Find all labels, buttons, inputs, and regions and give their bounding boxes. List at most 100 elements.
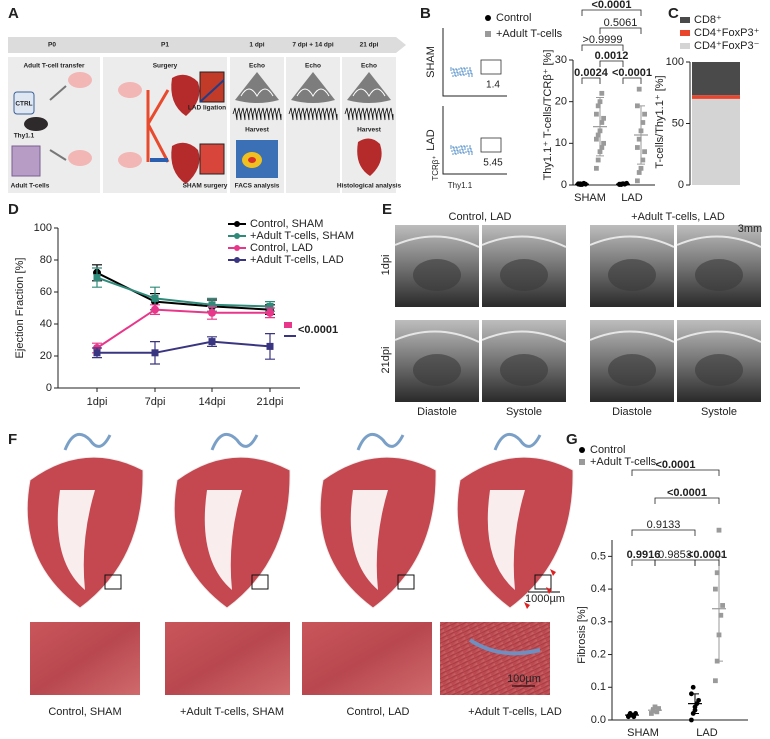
flow-event — [468, 75, 470, 77]
flow-event — [462, 71, 464, 73]
data-point — [599, 145, 605, 150]
data-point — [595, 103, 601, 109]
cells-image — [11, 145, 41, 177]
echo-fan — [235, 72, 279, 103]
flow-event — [457, 72, 459, 74]
flow-event — [467, 72, 469, 74]
annotation-marker — [284, 322, 292, 328]
flow-event — [454, 74, 456, 76]
legend-marker — [234, 257, 240, 263]
flow-event — [450, 145, 452, 147]
flow-event — [460, 145, 462, 147]
row-label: LAD — [425, 129, 437, 150]
legend-marker — [485, 15, 491, 21]
flow-event — [471, 151, 473, 153]
ventricle — [695, 259, 743, 291]
flow-event — [453, 69, 455, 71]
legend-marker — [234, 233, 240, 239]
data-point — [714, 570, 720, 576]
legend-marker — [579, 447, 585, 453]
column-label: Control, LAD — [347, 706, 410, 718]
data-point — [266, 342, 274, 350]
legend-label: Control, LAD — [250, 242, 313, 254]
flow-event — [458, 68, 460, 70]
y-tick-label: 0 — [561, 179, 567, 191]
flow-event — [460, 74, 462, 76]
significance-bracket — [581, 44, 624, 51]
significance-bracket — [631, 469, 720, 476]
bar-segment — [692, 98, 740, 185]
step-title: Adult T-cell transfer — [23, 63, 85, 70]
ventricle-lumen — [57, 490, 95, 590]
scale-label: 100µm — [507, 673, 541, 685]
data-point — [595, 157, 601, 163]
panel-letter: B — [420, 5, 431, 22]
ultrasound-contour — [589, 330, 675, 343]
flow-event — [452, 146, 454, 148]
ventricle — [413, 354, 461, 386]
ultrasound-contour — [481, 235, 567, 248]
x-tick-label: 7dpi — [145, 396, 166, 408]
flow-event — [457, 150, 459, 152]
x-tick-label: 1dpi — [87, 396, 108, 408]
arrowhead — [550, 569, 556, 576]
flow-event — [471, 73, 473, 75]
significance-bracket — [581, 77, 601, 84]
data-point — [642, 149, 647, 155]
tissue-image — [165, 622, 290, 695]
flow-event — [454, 72, 456, 74]
timeline-label: 7 dpi + 14 dpi — [292, 42, 334, 49]
mouse-label: Thy1.1 — [14, 133, 35, 140]
p-value: 0.9853 — [658, 549, 692, 561]
echo-fan — [347, 72, 391, 103]
flow-event — [453, 147, 455, 149]
step-title: Echo — [249, 63, 265, 70]
flow-event — [456, 149, 458, 151]
flow-event — [459, 71, 461, 73]
legend-label: CD4⁺FoxP3⁺ — [694, 27, 760, 39]
y-axis-label: T-cells/Thy1.1⁺ [%] — [654, 75, 666, 168]
ultrasound-contour — [676, 235, 762, 248]
y-tick-label: 30 — [555, 54, 567, 66]
flow-event — [461, 146, 463, 148]
x-tick-label: 21dpi — [257, 396, 284, 408]
data-point — [649, 711, 654, 716]
x-tick-label: SHAM — [574, 192, 606, 204]
flow-event — [463, 74, 465, 76]
p-value: <0.0001 — [591, 0, 631, 11]
cells-label: Adult T-cells — [11, 183, 50, 190]
flow-event — [467, 150, 469, 152]
flow-event — [455, 146, 457, 148]
error-bar — [715, 555, 723, 662]
data-point — [599, 90, 605, 96]
data-point — [656, 706, 661, 711]
data-line — [96, 308, 270, 349]
x-tick-label: LAD — [621, 192, 642, 204]
data-point — [690, 684, 696, 690]
error-bar — [651, 707, 659, 714]
flow-event — [454, 152, 456, 154]
legend-label: +Adult T-cells, LAD — [250, 254, 344, 266]
step-label: Histological analysis — [337, 183, 402, 190]
flow-event — [467, 148, 469, 150]
flow-event — [458, 146, 460, 148]
p-value: 0.9133 — [647, 519, 681, 531]
x-tick-label: 14dpi — [199, 396, 226, 408]
data-point — [635, 178, 640, 184]
flow-event — [453, 149, 455, 151]
error-bar — [637, 105, 645, 165]
flow-event — [465, 73, 467, 75]
flow-event — [470, 72, 472, 74]
timeline-label: P1 — [161, 42, 169, 49]
flow-event — [464, 148, 466, 150]
y-tick-label: 100 — [666, 56, 684, 68]
heart — [357, 138, 382, 176]
ventricle — [500, 259, 548, 291]
tissue-image — [30, 622, 140, 695]
flow-event — [466, 67, 468, 69]
panel-letter: D — [8, 201, 19, 218]
legend-label: Control — [496, 12, 531, 24]
vessels — [63, 432, 112, 451]
step-title: Harvest — [245, 127, 270, 134]
